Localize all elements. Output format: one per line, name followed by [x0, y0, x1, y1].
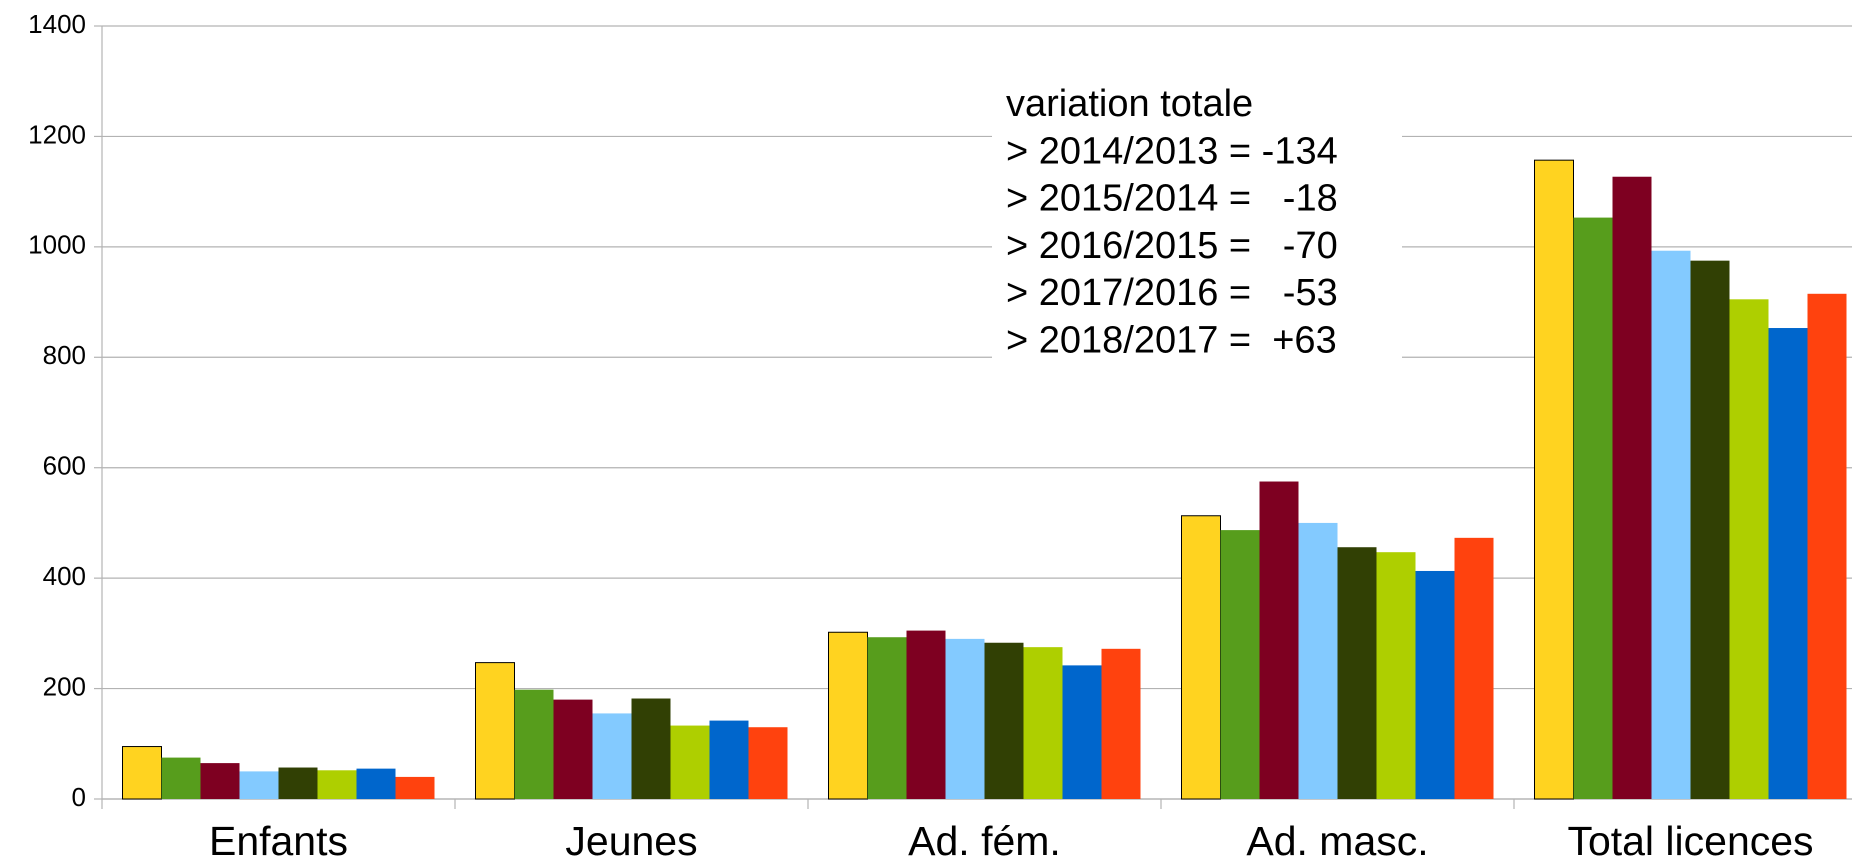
bar: [670, 725, 710, 799]
x-tick-label: Enfants: [209, 818, 348, 863]
bar: [1062, 665, 1102, 799]
bar: [1415, 570, 1455, 799]
bar: [1220, 530, 1260, 799]
y-tick-label: 0: [72, 782, 86, 812]
bar: [239, 771, 279, 799]
y-tick-label: 1200: [28, 119, 86, 149]
bar: [867, 637, 907, 799]
bar: [1729, 299, 1769, 799]
x-tick-label: Ad. fém.: [908, 818, 1061, 863]
bar: [1612, 176, 1652, 800]
bar: [1259, 481, 1299, 799]
bar: [514, 689, 554, 799]
bar: [1768, 328, 1808, 799]
bar: [709, 720, 749, 799]
bar: [1023, 647, 1063, 799]
bar: [356, 768, 396, 799]
y-tick-label: 400: [43, 561, 86, 591]
bar: [631, 698, 671, 799]
bar: [945, 638, 985, 799]
bar: [278, 767, 318, 799]
x-tick-label: Jeunes: [565, 818, 697, 863]
bar: [161, 757, 201, 799]
x-tick-label: Ad. masc.: [1246, 818, 1428, 863]
bar: [122, 746, 162, 800]
bar: [200, 763, 240, 799]
annotation-line: > 2017/2016 = -53: [1006, 272, 1338, 314]
annotation-line: > 2018/2017 = +63: [1006, 320, 1337, 362]
bar: [1651, 250, 1691, 799]
bar: [1573, 217, 1613, 799]
y-tick-label: 1400: [28, 9, 86, 39]
bar: [553, 699, 593, 799]
y-tick-label: 800: [43, 340, 86, 370]
bar: [748, 727, 788, 799]
bar: [1690, 260, 1730, 799]
bar: [1181, 515, 1221, 800]
annotation-line: > 2015/2014 = -18: [1006, 178, 1338, 220]
bar: [984, 642, 1024, 799]
bar: [1807, 293, 1847, 799]
bar: [317, 770, 357, 799]
bar: [475, 662, 515, 800]
bar: [1101, 648, 1141, 799]
x-tick-label: Total licences: [1567, 818, 1813, 863]
y-tick-label: 200: [43, 671, 86, 701]
annotation-line: > 2014/2013 = -134: [1006, 130, 1338, 172]
bar: [1337, 547, 1377, 799]
y-tick-label: 600: [43, 451, 86, 481]
annotation-line: > 2016/2015 = -70: [1006, 225, 1338, 267]
annotation-line: variation totale: [1006, 83, 1253, 125]
bar: [1534, 159, 1574, 800]
bar: [395, 776, 435, 799]
annotation-box: [992, 80, 1402, 365]
bar: [1454, 537, 1494, 799]
y-tick-label: 1000: [28, 230, 86, 260]
bar: [906, 630, 946, 799]
bar: [1298, 522, 1338, 799]
bar: [828, 631, 868, 800]
bar: [592, 713, 632, 799]
bar: [1376, 552, 1416, 799]
